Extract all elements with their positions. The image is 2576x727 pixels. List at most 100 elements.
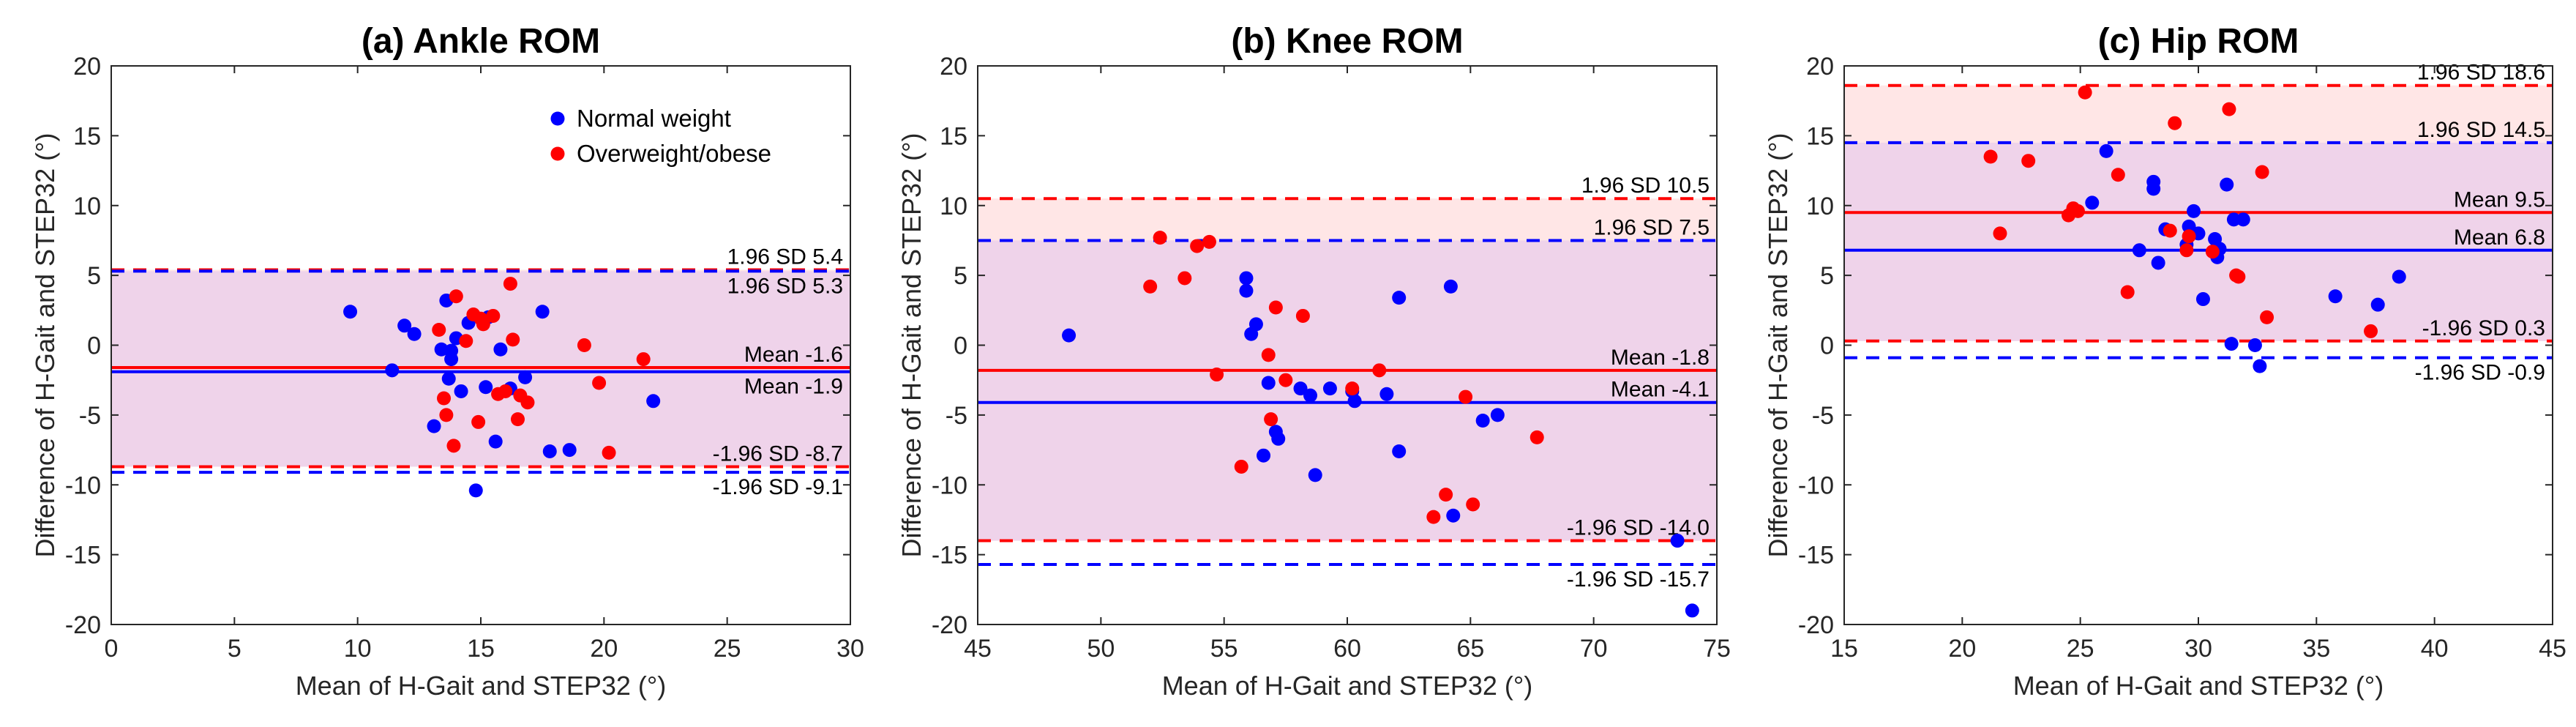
legend: Normal weight Overweight/obese [550, 105, 771, 167]
normal-weight-point [2247, 338, 2262, 352]
overweight-point [1466, 497, 1480, 512]
overweight-point [1268, 300, 1283, 315]
x-tick-label: 35 [2302, 635, 2330, 663]
normal-weight-point [2220, 177, 2234, 192]
reference-line-label: 1.96 SD 18.6 [2417, 61, 2545, 85]
y-tick-label: -20 [932, 611, 967, 639]
normal-weight-point [407, 327, 422, 341]
y-tick-label: 10 [940, 193, 967, 220]
reference-line-label: Mean 6.8 [2454, 225, 2545, 250]
overweight-point [491, 387, 506, 401]
normal-weight-point [343, 305, 358, 319]
overweight-point [2179, 243, 2194, 258]
overweight-point [476, 317, 490, 332]
normal-weight-point [1446, 508, 1461, 523]
normal-weight-point [1685, 603, 1699, 618]
panel-title: (c) Hip ROM [2098, 22, 2299, 61]
normal-weight-point [2187, 204, 2201, 218]
overweight-point [2070, 204, 2085, 218]
normal-weight-point [2370, 297, 2385, 312]
y-tick-label: 0 [954, 332, 967, 360]
x-tick-label: 55 [1210, 635, 1238, 663]
overweight-point [1234, 459, 1248, 474]
x-tick-label: 15 [1830, 635, 1858, 663]
normal-weight-point [1248, 317, 1263, 332]
normal-weight-point [1261, 376, 1276, 390]
legend-marker [550, 146, 565, 161]
normal-weight-point [2099, 143, 2113, 158]
normal-weight-point [2151, 256, 2165, 270]
overweight-point [1264, 412, 1278, 427]
y-tick-label: -5 [79, 402, 101, 430]
x-tick-label: 50 [1087, 635, 1115, 663]
reference-line-label: Mean -1.9 [744, 375, 843, 399]
overweight-point [1278, 373, 1293, 387]
x-tick-label: 25 [714, 635, 741, 663]
overweight-point [471, 414, 486, 429]
overweight-point [432, 323, 446, 338]
reference-line-label: 1.96 SD 14.5 [2417, 118, 2545, 142]
legend-marker [550, 111, 565, 126]
y-tick-label: 0 [87, 332, 101, 360]
normal-weight-point [1392, 291, 1407, 305]
normal-weight-point [385, 363, 400, 378]
normal-weight-point [2224, 337, 2239, 351]
overweight-point [2078, 85, 2092, 100]
y-tick-label: 20 [1806, 53, 1834, 81]
legend-label: Normal weight [577, 105, 731, 132]
overweight-point [486, 308, 501, 323]
overweight-point [1426, 510, 1441, 524]
x-tick-label: 15 [467, 635, 495, 663]
y-tick-label: -10 [932, 471, 967, 499]
overweight-point [2168, 116, 2182, 130]
y-tick-label: 10 [73, 193, 101, 220]
reference-line-label: -1.96 SD -9.1 [713, 475, 843, 499]
y-tick-label: -20 [65, 611, 101, 639]
overweight-point [1983, 149, 1998, 164]
normal-weight-point [2392, 269, 2406, 284]
normal-weight-point [1347, 394, 1362, 409]
overweight-point [1372, 363, 1387, 378]
overweight-point [2120, 285, 2135, 299]
overweight-point [446, 439, 461, 453]
overweight-point [1345, 381, 1360, 396]
reference-line-label: Mean -1.8 [1611, 346, 1710, 370]
normal-weight-point [518, 370, 533, 384]
normal-weight-point [535, 305, 550, 319]
x-tick-label: 75 [1703, 635, 1731, 663]
normal-weight-point [1062, 328, 1077, 343]
normal-weight-point [1392, 444, 1407, 458]
y-tick-label: -15 [932, 542, 967, 570]
normal-weight-point [2328, 289, 2343, 304]
overweight-point [1210, 368, 1224, 382]
overweight-point [1295, 308, 1310, 323]
overweight-point [1190, 239, 1205, 253]
overweight-point [1439, 488, 1453, 502]
normal-weight-point [1379, 387, 1394, 401]
x-tick-label: 0 [105, 635, 119, 663]
overweight-point [1261, 348, 1276, 362]
x-tick-label: 10 [344, 635, 372, 663]
overweight-point [511, 412, 525, 427]
normal-weight-point [441, 371, 456, 386]
x-tick-label: 30 [836, 635, 864, 663]
normal-weight-point [427, 419, 441, 433]
panel-0: 1.96 SD 5.4 1.96 SD 5.3 Mean -1.6 Mean -1.9… [30, 22, 864, 701]
y-axis-label: Difference of H-Gait and STEP32 (°) [896, 133, 926, 558]
y-tick-label: -15 [65, 542, 101, 570]
overweight-point [2222, 102, 2236, 116]
normal-weight-point [493, 342, 508, 357]
x-axis-label: Mean of H-Gait and STEP32 (°) [296, 671, 667, 701]
y-tick-label: 0 [1820, 332, 1834, 360]
y-tick-label: -5 [1812, 402, 1834, 430]
reference-line-label: -1.96 SD 0.3 [2422, 316, 2545, 340]
overweight-point [2231, 269, 2246, 284]
loa-band-overlap [1844, 142, 2553, 341]
y-tick-label: 20 [940, 53, 967, 81]
normal-weight-point [1670, 534, 1685, 548]
y-tick-label: -10 [65, 471, 101, 499]
reference-line-label: Mean 9.5 [2454, 187, 2545, 212]
x-tick-label: 5 [228, 635, 242, 663]
